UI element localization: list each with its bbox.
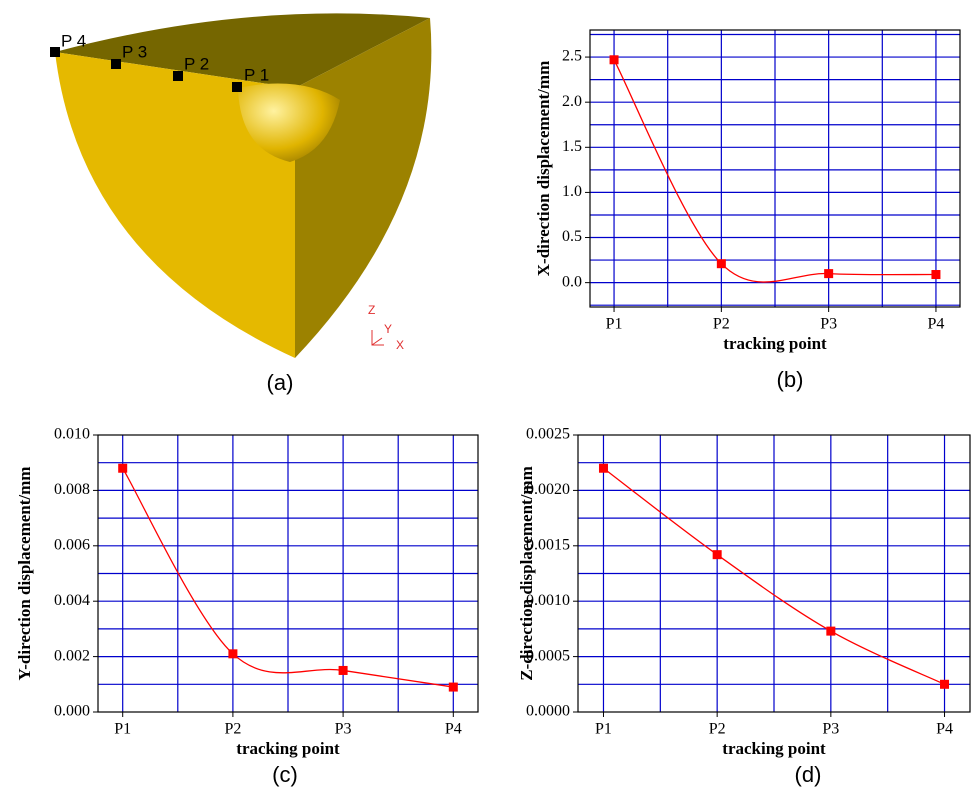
y-tick-label: 0.000 (54, 703, 90, 720)
y-tick-label: 0.006 (54, 536, 90, 553)
y-axis-label: Z-direction displacement/mm (517, 466, 536, 681)
caption: (a) (267, 370, 294, 395)
triad-x: X (396, 338, 404, 352)
axis-triad: Z Y X (368, 303, 404, 352)
point-label: P 4 (61, 31, 86, 50)
x-axis-label: tracking point (722, 739, 826, 758)
data-marker (931, 270, 940, 279)
y-tick-label: 2.5 (562, 48, 582, 65)
x-tick-label: P4 (927, 316, 944, 333)
y-tick-label: 0.5 (562, 228, 582, 245)
data-marker (599, 464, 608, 473)
data-marker (824, 269, 833, 278)
data-marker (940, 680, 949, 689)
x-axis-label: tracking point (236, 739, 340, 758)
point-marker (232, 82, 242, 92)
y-tick-label: 2.0 (562, 93, 582, 110)
point-marker (173, 71, 183, 81)
y-tick-label: 0.0025 (526, 426, 570, 443)
point-marker (111, 59, 121, 69)
x-tick-label: P2 (713, 316, 730, 333)
x-tick-label: P2 (224, 721, 241, 738)
caption: (b) (777, 367, 804, 392)
x-tick-label: P4 (445, 721, 462, 738)
caption: (d) (795, 762, 822, 787)
y-tick-label: 1.0 (562, 183, 582, 200)
y-axis-label: X-direction displacement/mm (534, 61, 553, 276)
data-marker (610, 55, 619, 64)
x-tick-label: P1 (606, 316, 623, 333)
chart: 0.000 0.002 0.004 0.006 0.008 0.010 P1 P2 P3 P4 tr… (15, 426, 478, 787)
y-tick-label: 0.004 (54, 592, 90, 609)
y-axis-label: Y-direction displacement/mm (15, 467, 34, 681)
y-tick-label: 0.0 (562, 273, 582, 290)
triad-y: Y (384, 322, 392, 336)
data-marker (339, 666, 348, 675)
point-label: P 3 (122, 42, 147, 61)
x-tick-label: P2 (709, 721, 726, 738)
x-axis-label: tracking point (723, 334, 827, 353)
point-label: P 2 (184, 54, 209, 73)
y-tick-label: 0.002 (54, 647, 90, 664)
y-tick-label: 0.008 (54, 481, 90, 498)
data-marker (449, 683, 458, 692)
x-tick-label: P3 (820, 316, 837, 333)
data-marker (118, 464, 127, 473)
page: {"figure_a": {"points": ["P 1", "P 2", "… (0, 0, 974, 794)
point-label: P 1 (244, 65, 269, 84)
x-tick-label: P3 (335, 721, 352, 738)
figure: P 1 P 2 P 3 P 4 Z Y X (a) 0.0 0.5 1.0 1.5 2.… (0, 0, 974, 794)
y-tick-label: 0.0000 (526, 703, 570, 720)
y-tick-label: 0.010 (54, 426, 90, 443)
x-tick-label: P4 (936, 721, 953, 738)
x-tick-label: P1 (114, 721, 131, 738)
caption: (c) (272, 762, 298, 787)
data-marker (228, 649, 237, 658)
x-tick-label: P3 (822, 721, 839, 738)
y-tick-label: 1.5 (562, 138, 582, 155)
data-marker (826, 627, 835, 636)
triad-lines (372, 330, 384, 345)
data-marker (713, 550, 722, 559)
data-marker (717, 259, 726, 268)
chart: 0.0 0.5 1.0 1.5 2.0 2.5 P1 P2 P3 P4 tracking point… (534, 30, 960, 392)
triad-z: Z (368, 303, 375, 317)
point-marker (50, 47, 60, 57)
x-tick-label: P1 (595, 721, 612, 738)
